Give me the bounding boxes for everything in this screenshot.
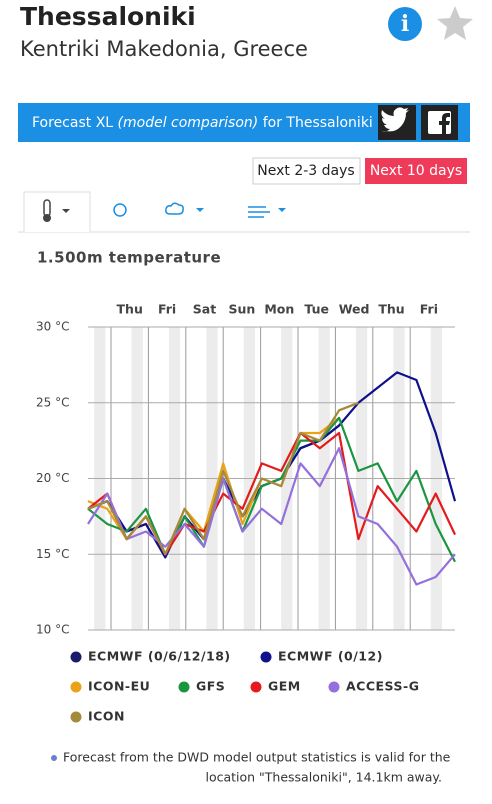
banner-text: Forecast XL (model comparison) for Thess… — [32, 115, 373, 131]
tab-caret — [62, 209, 70, 213]
button-long-label: Next 10 days — [370, 163, 462, 179]
legend-swatch — [178, 681, 190, 693]
x-tick-label: Fri — [158, 302, 176, 317]
legend-label: ECMWF (0/6/12/18) — [88, 649, 231, 664]
footer-note: location "Thessaloniki", 14.1km away. — [205, 770, 442, 785]
info-glyph: i — [401, 11, 409, 37]
page-title: Thessaloniki — [20, 2, 196, 31]
tab-rain-icon[interactable] — [165, 202, 184, 215]
page-subtitle: Kentriki Makedonia, Greece — [20, 37, 308, 61]
x-tick-label: Thu — [378, 302, 404, 317]
button-short-label: Next 2-3 days — [257, 163, 354, 179]
tab-caret — [196, 208, 204, 212]
y-tick-label: 25 °C — [36, 395, 69, 409]
tab-temperature[interactable] — [23, 191, 91, 232]
footer-note: Forecast from the DWD model output stati… — [63, 750, 451, 765]
info-icon[interactable] — [388, 7, 422, 41]
legend-label: ECMWF (0/12) — [278, 649, 383, 664]
y-tick-label: 30 °C — [36, 320, 69, 334]
legend-swatch — [70, 711, 82, 723]
x-tick-label: Wed — [339, 302, 370, 317]
favorite-star[interactable] — [437, 6, 473, 40]
chart: Thu Fri Sat Sun Mon Tue Wed Thu Fri 30 °C 25 °C 20 … — [36, 302, 457, 724]
y-tick-label: 15 °C — [36, 547, 69, 561]
legend-swatch — [70, 681, 82, 693]
legend-label: ICON-EU — [88, 679, 150, 694]
x-tick-label: Sun — [228, 302, 255, 317]
button-long[interactable] — [365, 158, 467, 184]
y-tick-label: 10 °C — [36, 623, 69, 637]
footer-bullet — [51, 755, 57, 761]
x-tick-label: Fri — [420, 302, 438, 317]
chart-title: 1.500m temperature — [37, 249, 221, 267]
legend-swatch — [250, 681, 262, 693]
tab-sun-icon[interactable] — [113, 203, 127, 217]
x-tick-label: Tue — [304, 302, 329, 317]
series-line — [87, 447, 456, 586]
legend-label: GEM — [268, 679, 301, 694]
tab-wind-icon[interactable] — [248, 206, 270, 218]
legend-swatch — [260, 651, 272, 663]
legend-label: ICON — [88, 709, 125, 724]
y-tick-label: 20 °C — [36, 471, 69, 485]
legend-label: ACCESS-G — [346, 679, 419, 694]
thermo-bulb — [43, 214, 51, 222]
series-line — [87, 401, 359, 556]
x-tick-label: Sat — [193, 302, 216, 317]
x-tick-label: Thu — [117, 302, 143, 317]
info-button[interactable]: i — [388, 7, 422, 41]
twitter-icon — [381, 107, 409, 132]
facebook-glyph — [439, 113, 450, 134]
legend-swatch — [328, 681, 340, 693]
legend-label: GFS — [196, 679, 225, 694]
button-short[interactable] — [252, 157, 361, 185]
banner-text-a: Forecast XL — [32, 115, 118, 131]
banner-text-b: (model comparison) — [118, 115, 259, 131]
tab-caret — [278, 208, 286, 212]
banner-text-c: for Thessaloniki — [258, 115, 373, 131]
x-tick-label: Mon — [264, 302, 294, 317]
legend-swatch — [70, 651, 82, 663]
